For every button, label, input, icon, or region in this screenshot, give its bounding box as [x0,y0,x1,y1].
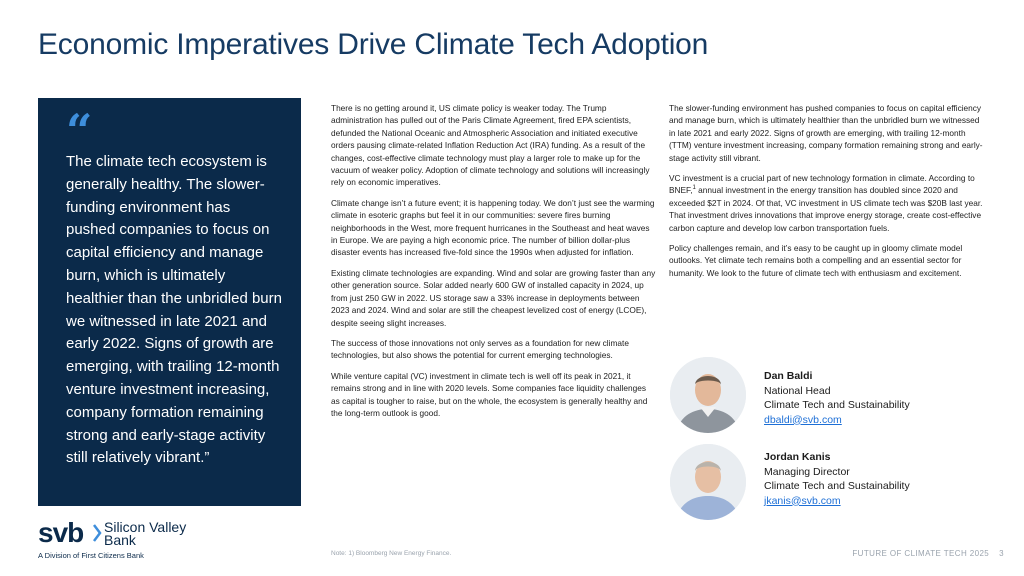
paragraph: The slower-funding environment has pushe… [669,103,983,163]
quote-mark-icon: “ [66,104,92,158]
person-icon [670,357,746,433]
contact-dept: Climate Tech and Sustainability [764,399,910,411]
paragraph: There is no getting around it, US climat… [331,103,650,188]
pull-quote: The climate tech ecosystem is generally … [66,153,282,467]
contact-photo-jordan-kanis [670,444,746,520]
logo-division-text: A Division of First Citizens Bank [38,551,144,560]
quote-panel: “ The climate tech ecosystem is generall… [38,98,301,506]
logo-mark: svb [38,517,84,548]
paragraph: The success of those innovations not onl… [331,337,629,361]
contact-name: Dan Baldi [764,370,813,382]
page-title: Economic Imperatives Drive Climate Tech … [38,28,709,61]
footnote-marker: 1 [692,185,696,192]
logo-bank-name: Silicon Valley Bank [104,519,187,548]
contact-dept: Climate Tech and Sustainability [764,480,910,492]
body-column-2: The slower-funding environment has pushe… [669,102,987,287]
contact-role: National Head [764,384,831,397]
person-icon [670,444,746,520]
footnote: Note: 1) Bloomberg New Energy Finance. [331,550,452,557]
contact-name: Jordan Kanis [764,451,831,463]
svb-logo: svb Silicon Valley Bank A Division of Fi… [38,517,186,561]
paragraph: Climate change isn’t a future event; it … [331,197,655,258]
footer-label: FUTURE OF CLIMATE TECH 2025 [852,549,990,558]
body-column-1: There is no getting around it, US climat… [331,102,656,427]
paragraph: Existing climate technologies are expand… [331,267,656,328]
contact-role: Managing Director [764,465,850,478]
contact-email-link[interactable]: dbaldi@svb.com [764,413,842,426]
contact-photo-dan-baldi [670,357,746,433]
chevron-right-icon [93,524,102,542]
contact-email-link[interactable]: jkanis@svb.com [764,494,841,507]
paragraph: While venture capital (VC) investment in… [331,370,648,418]
page-footer: FUTURE OF CLIMATE TECH 2025 3 [852,549,1004,558]
contact-info-dan-baldi: Dan Baldi National Head Climate Tech and… [764,369,910,427]
paragraph: VC investment is a crucial part of new t… [669,173,983,233]
contact-info-jordan-kanis: Jordan Kanis Managing Director Climate T… [764,450,910,508]
page-number: 3 [999,549,1004,558]
paragraph: Policy challenges remain, and it’s easy … [669,243,963,278]
